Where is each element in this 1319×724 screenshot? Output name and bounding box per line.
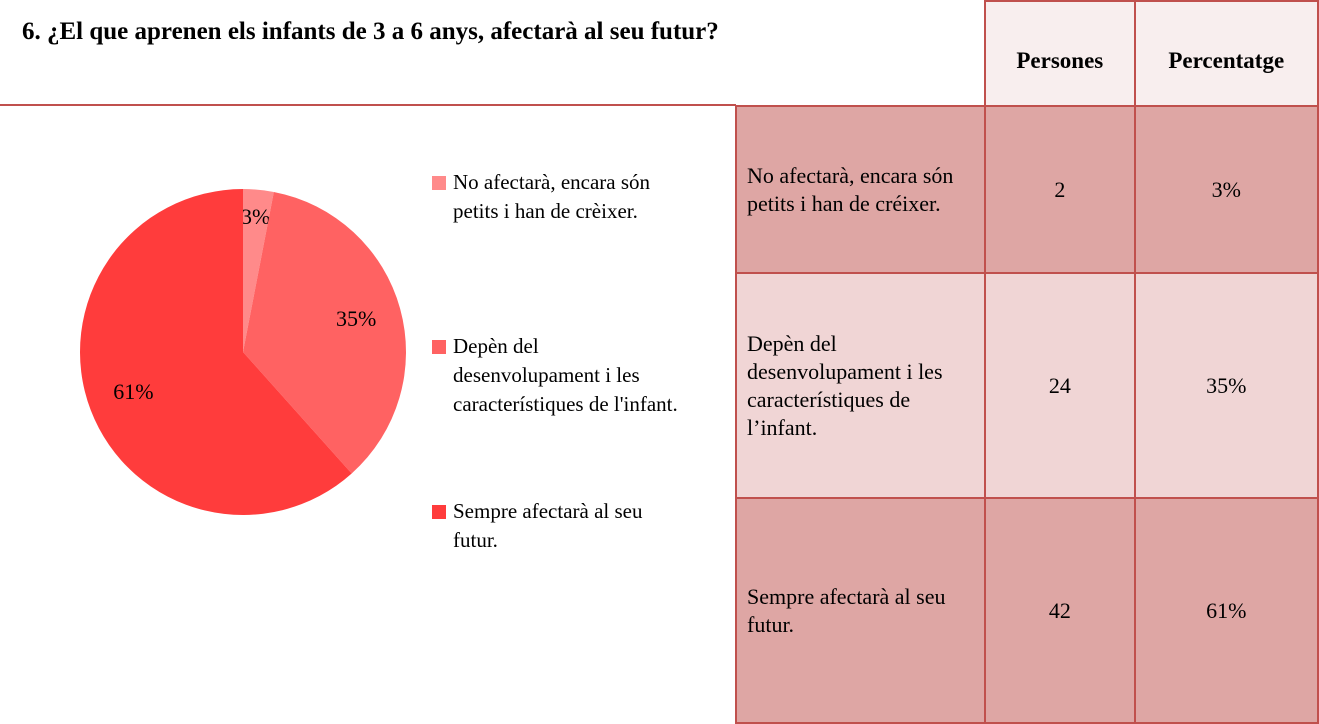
- slice-label: 3%: [241, 204, 270, 229]
- legend-swatch: [432, 340, 446, 354]
- blank-cell: [736, 1, 987, 107]
- rule: [0, 104, 736, 106]
- table: Persones Percentatge No afectarà, encara…: [734, 0, 1319, 724]
- pie-slice: [243, 189, 274, 352]
- legend-item: Depèn del desenvolupament i les caracter…: [432, 332, 687, 419]
- slice-label: 35%: [336, 306, 376, 331]
- legend-label: No afectarà, encara són petits i han de …: [453, 170, 651, 223]
- legend-item: Sempre afectarà al seu futur.: [432, 497, 687, 555]
- table-cell: Depèn del desenvolupament i les caracter…: [734, 272, 987, 499]
- table-cell: 2: [984, 105, 1136, 274]
- header-cell: Percentatge: [1133, 0, 1319, 107]
- title: 6. ¿El que aprenen els infants de 3 a 6 …: [22, 18, 719, 45]
- table-cell: 24: [984, 272, 1136, 499]
- pie-slice: [80, 189, 352, 515]
- header-cell: Persones: [984, 0, 1136, 107]
- legend-item: No afectarà, encara són petits i han de …: [432, 168, 687, 226]
- table-cell: 61%: [1133, 497, 1319, 724]
- legend-label: Sempre afectarà al seu futur.: [453, 499, 643, 552]
- table-body: Persones Percentatge No afectarà, encara…: [734, 0, 1319, 724]
- table-cell: Sempre afectarà al seu futur.: [734, 497, 987, 724]
- header-row: Persones Percentatge: [736, 0, 1319, 107]
- legend-label: Depèn del desenvolupament i les caracter…: [453, 334, 678, 416]
- table-cell: No afectarà, encara són petits i han de …: [734, 105, 987, 274]
- table-row: Depèn del desenvolupament i les caracter…: [734, 272, 1319, 499]
- slice-label: 61%: [113, 379, 153, 404]
- table-row: Sempre afectarà al seu futur. 42 61%: [734, 497, 1319, 724]
- table-row: No afectarà, encara són petits i han de …: [734, 105, 1319, 274]
- table-cell: 42: [984, 497, 1136, 724]
- pie-chart: 3% 35% 61%: [80, 189, 406, 515]
- legend-swatch: [432, 176, 446, 190]
- legend-swatch: [432, 505, 446, 519]
- table-cell: 35%: [1133, 272, 1319, 499]
- table-cell: 3%: [1133, 105, 1319, 274]
- pie-slice: [243, 191, 406, 474]
